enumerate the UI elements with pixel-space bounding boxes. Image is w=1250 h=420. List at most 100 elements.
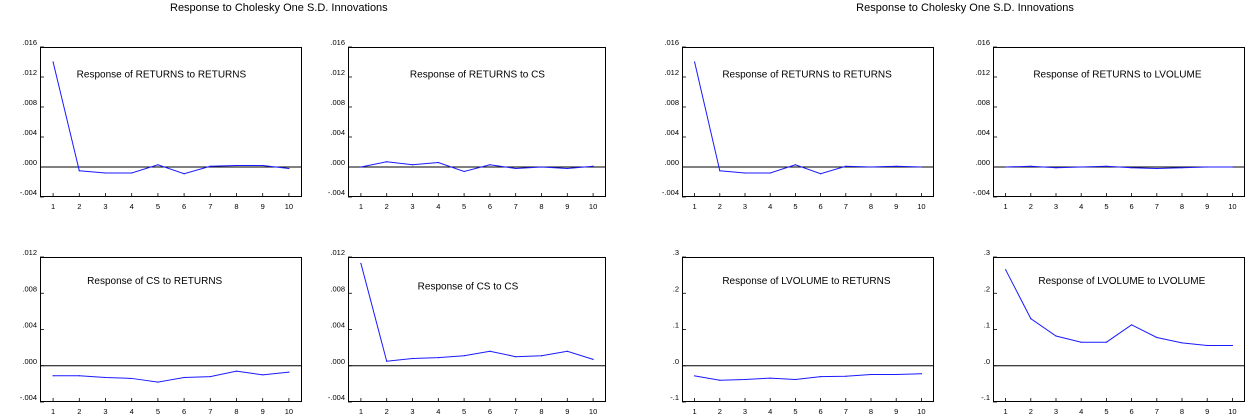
- y-tick-label: .2: [673, 284, 679, 293]
- y-tick-label: .008: [975, 98, 990, 107]
- data-point: [795, 379, 796, 380]
- irf-panel-5: .012.008.004.000-.0041 2 3 4 5 6 7 8 9 10Response…: [40, 257, 302, 420]
- x-tick-label: 5: [156, 407, 160, 416]
- x-tick-label: 2: [1029, 407, 1033, 416]
- data-point: [360, 166, 361, 167]
- data-point: [489, 351, 490, 352]
- y-tick-label: -.004: [662, 188, 679, 197]
- x-tick-label: 8: [1180, 407, 1184, 416]
- x-tick-label: 7: [208, 202, 212, 211]
- data-point: [770, 377, 771, 378]
- y-tick-label: .004: [330, 128, 345, 137]
- data-point: [820, 376, 821, 377]
- y-tick-label: .008: [330, 98, 345, 107]
- x-tick-label: 2: [77, 407, 81, 416]
- data-point: [541, 355, 542, 356]
- data-point: [896, 374, 897, 375]
- y-tick-label: .004: [330, 321, 345, 330]
- data-point: [1156, 168, 1157, 169]
- irf-panel-6: .012.008.004.000-.0041 2 3 4 5 6 7 8 9 10Response…: [348, 257, 606, 420]
- x-tick-label: 1: [1004, 407, 1008, 416]
- data-point: [210, 166, 211, 167]
- x-tick-label: 8: [1180, 202, 1184, 211]
- data-point: [770, 172, 771, 173]
- x-tick-label: 10: [589, 407, 597, 416]
- y-tick-label: .004: [975, 128, 990, 137]
- x-tick-label: 9: [261, 202, 265, 211]
- y-tick-label: .000: [330, 357, 345, 366]
- y-tick-label: .000: [975, 158, 990, 167]
- data-point: [719, 380, 720, 381]
- data-point: [79, 375, 80, 376]
- data-point: [360, 263, 361, 264]
- x-tick-label: 10: [285, 202, 293, 211]
- x-tick-label: 9: [1205, 202, 1209, 211]
- x-tick-label: 9: [894, 202, 898, 211]
- y-tick-label: .000: [664, 158, 679, 167]
- data-point: [1131, 324, 1132, 325]
- data-point: [845, 376, 846, 377]
- data-point: [1207, 166, 1208, 167]
- y-tick-label: -.004: [20, 393, 37, 402]
- data-point: [744, 172, 745, 173]
- data-point: [1030, 318, 1031, 319]
- x-tick-label: 6: [1130, 407, 1134, 416]
- data-point: [1005, 269, 1006, 270]
- panel-title: Response of RETURNS to LVOLUME: [1033, 70, 1202, 81]
- x-tick-label: 6: [182, 202, 186, 211]
- data-point: [79, 170, 80, 171]
- irf-panel-7: .3 .2 .1 .0 -.1 1 2 3 4 5 6 7 8 9 10 Response of LVOLUM…: [682, 257, 934, 420]
- y-tick-label: .012: [664, 68, 679, 77]
- x-tick-label: 4: [768, 202, 772, 211]
- data-point: [438, 162, 439, 163]
- x-tick-label: 6: [488, 407, 492, 416]
- data-point: [464, 355, 465, 356]
- x-tick-label: 4: [1079, 407, 1083, 416]
- x-tick-label: 7: [514, 407, 518, 416]
- x-tick-label: 1: [359, 202, 363, 211]
- data-point: [131, 172, 132, 173]
- panel-title: Response of RETURNS to CS: [410, 70, 545, 81]
- y-tick-label: -.004: [20, 188, 37, 197]
- y-tick-label: -.1: [981, 393, 990, 402]
- data-point: [567, 168, 568, 169]
- x-tick-label: 2: [385, 202, 389, 211]
- data-point: [694, 375, 695, 376]
- data-point: [236, 165, 237, 166]
- data-point: [719, 170, 720, 171]
- response-line: [53, 371, 289, 382]
- irf-panel-2: .016.012.008.004.000-.0041 2 3 4 5 6 7 8 9 10Resp…: [348, 47, 606, 215]
- y-tick-label: .004: [664, 128, 679, 137]
- panel-title: Response of RETURNS to RETURNS: [722, 70, 892, 81]
- data-point: [262, 165, 263, 166]
- x-tick-label: 2: [718, 202, 722, 211]
- x-tick-label: 10: [917, 407, 925, 416]
- x-tick-label: 2: [385, 407, 389, 416]
- response-line: [361, 263, 593, 361]
- x-tick-label: 6: [819, 407, 823, 416]
- y-tick-label: .016: [22, 38, 37, 47]
- y-tick-label: .3: [673, 248, 679, 257]
- y-tick-label: .0: [984, 357, 990, 366]
- x-tick-label: 3: [103, 202, 107, 211]
- data-point: [694, 61, 695, 62]
- data-point: [288, 371, 289, 372]
- x-tick-label: 8: [869, 202, 873, 211]
- irf-panel-4: .016.012.008.004.000-.0041 2 3 4 5 6 7 8 9 10Resp…: [993, 47, 1245, 215]
- data-point: [795, 164, 796, 165]
- x-tick-label: 8: [539, 202, 543, 211]
- x-tick-label: 5: [793, 407, 797, 416]
- data-point: [1055, 167, 1056, 168]
- data-point: [870, 374, 871, 375]
- y-tick-label: .0: [673, 357, 679, 366]
- x-tick-label: 7: [208, 407, 212, 416]
- x-tick-label: 9: [565, 407, 569, 416]
- data-point: [1106, 166, 1107, 167]
- y-tick-label: -.004: [973, 188, 990, 197]
- x-tick-label: 4: [130, 202, 134, 211]
- x-tick-label: 9: [261, 407, 265, 416]
- y-tick-label: .004: [22, 128, 37, 137]
- y-tick-label: .1: [984, 321, 990, 330]
- data-point: [1055, 335, 1056, 336]
- x-tick-label: 4: [436, 202, 440, 211]
